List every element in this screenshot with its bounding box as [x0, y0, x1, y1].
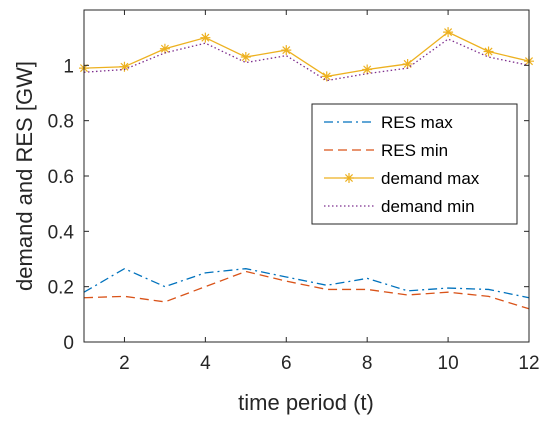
x-tick-label: 8: [362, 353, 373, 374]
x-tick-label: 10: [438, 353, 459, 374]
y-tick-label: 0.6: [48, 167, 74, 188]
y-axis-label: demand and RES [GW]: [12, 61, 37, 291]
x-tick-label: 12: [518, 353, 539, 374]
series-line: [83, 267, 530, 299]
legend-entry: demand max: [324, 169, 480, 188]
series-layer: [79, 27, 534, 310]
data-point: [281, 45, 292, 56]
legend-entry: RES min: [324, 141, 448, 160]
data-point: [159, 43, 170, 54]
legend-label: demand max: [381, 169, 480, 188]
y-tick-label: 0.4: [48, 222, 75, 243]
legend-box: [311, 103, 518, 225]
x-tick-label: 2: [119, 353, 130, 374]
data-point: [321, 71, 332, 82]
legend-marker: [344, 173, 354, 183]
data-point: [402, 58, 413, 69]
data-point: [483, 46, 494, 57]
x-tick-label: 4: [200, 353, 211, 374]
data-point: [240, 52, 251, 63]
y-tick-label: 0.8: [48, 112, 74, 133]
data-point: [200, 32, 211, 43]
y-tick-label: 1: [63, 56, 74, 77]
series-1: [83, 267, 530, 299]
legend: RES max RES min demand max demand min: [311, 103, 518, 225]
data-point: [362, 64, 373, 75]
data-point: [443, 27, 454, 38]
x-tick-label: 6: [281, 353, 292, 374]
series-line: [83, 31, 530, 78]
y-tick-label: 0.2: [48, 278, 74, 299]
series-4: [83, 38, 530, 82]
legend-entry: RES max: [324, 113, 453, 132]
series-2: [83, 270, 530, 310]
data-point: [119, 61, 130, 72]
legend-label: RES min: [381, 141, 448, 160]
series-line: [83, 270, 530, 310]
ticks-layer: 2 4 6 8 10 12 0 0.2 0.4 0.6 0.8 1: [48, 10, 540, 374]
legend-label: RES max: [381, 113, 453, 132]
x-axis-label: time period (t): [238, 390, 374, 415]
series-line: [83, 38, 530, 82]
y-tick-label: 0: [63, 333, 74, 354]
legend-label: demand min: [381, 197, 475, 216]
legend-entry: demand min: [324, 197, 475, 216]
